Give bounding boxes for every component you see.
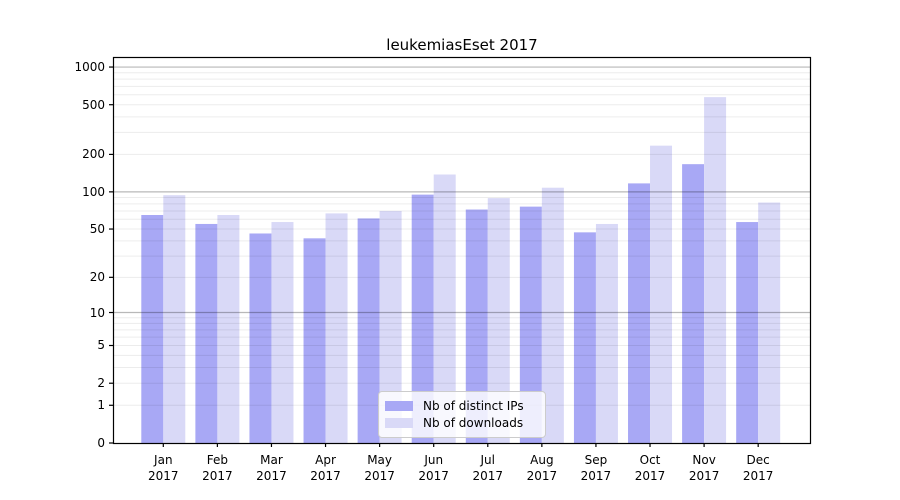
- bar: [650, 145, 673, 443]
- x-tick-label: Mar 2017: [256, 453, 287, 483]
- x-tick-label: Oct 2017: [634, 453, 666, 483]
- bar: [541, 187, 564, 443]
- legend-swatch-distinct-ips: [385, 400, 413, 411]
- bar: [519, 206, 542, 443]
- legend: Nb of distinct IPs Nb of downloads: [378, 391, 546, 438]
- x-tick-label: May 2017: [364, 453, 395, 483]
- y-tick-label: 200: [82, 147, 105, 162]
- legend-swatch-downloads: [385, 418, 413, 429]
- x-tick-label: Jun 2017: [418, 453, 449, 483]
- bar: [249, 233, 272, 443]
- bar: [217, 215, 240, 443]
- y-tick-label: 0: [97, 436, 105, 450]
- y-tick-label: 20: [89, 270, 105, 285]
- bar: [411, 194, 434, 443]
- bar: [736, 222, 759, 443]
- x-tick-label: Sep 2017: [580, 453, 612, 483]
- y-tick-label: 5: [97, 338, 105, 353]
- legend-entry-downloads: Nb of downloads: [385, 416, 537, 430]
- legend-entry-distinct-ips: Nb of distinct IPs: [385, 399, 537, 413]
- x-tick-label: Nov 2017: [688, 453, 720, 483]
- y-tick-label: 10: [89, 305, 105, 320]
- bar: [271, 222, 294, 443]
- bar: [303, 238, 326, 443]
- bar: [195, 223, 218, 443]
- bar: [325, 213, 348, 443]
- bar: [433, 174, 456, 444]
- chart-title: leukemiasEset 2017: [386, 36, 538, 54]
- y-tick-label: 500: [82, 97, 105, 112]
- y-tick-label: 100: [82, 184, 105, 199]
- x-tick-label: Feb 2017: [202, 453, 233, 483]
- y-tick-label: 2: [97, 376, 105, 391]
- legend-label-downloads: Nb of downloads: [423, 416, 524, 431]
- bar: [163, 195, 186, 443]
- bar: [465, 209, 488, 443]
- bar: [379, 211, 402, 443]
- bar: [141, 215, 164, 443]
- bar: [573, 232, 596, 443]
- x-tick-label: Aug 2017: [526, 453, 558, 483]
- bar: [357, 218, 380, 443]
- y-tick-label: 1000: [74, 60, 105, 75]
- plot-border: [112, 56, 812, 445]
- legend-label-distinct-ips: Nb of distinct IPs: [423, 398, 524, 413]
- x-tick-label: Jan 2017: [148, 453, 179, 483]
- bar: [682, 164, 705, 443]
- bar: [628, 183, 651, 443]
- bar: [704, 97, 727, 443]
- y-tick-label: 50: [89, 222, 105, 237]
- bar: [595, 223, 618, 443]
- x-tick-label: Jul 2017: [472, 453, 504, 483]
- bar: [487, 198, 510, 443]
- y-tick-label: 1: [97, 398, 105, 413]
- x-tick-label: Dec 2017: [742, 453, 774, 483]
- bar: [758, 202, 781, 443]
- x-tick-label: Apr 2017: [310, 453, 341, 483]
